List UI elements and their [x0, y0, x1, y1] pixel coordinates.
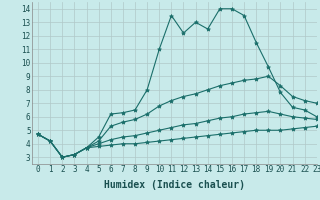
X-axis label: Humidex (Indice chaleur): Humidex (Indice chaleur): [104, 180, 245, 190]
